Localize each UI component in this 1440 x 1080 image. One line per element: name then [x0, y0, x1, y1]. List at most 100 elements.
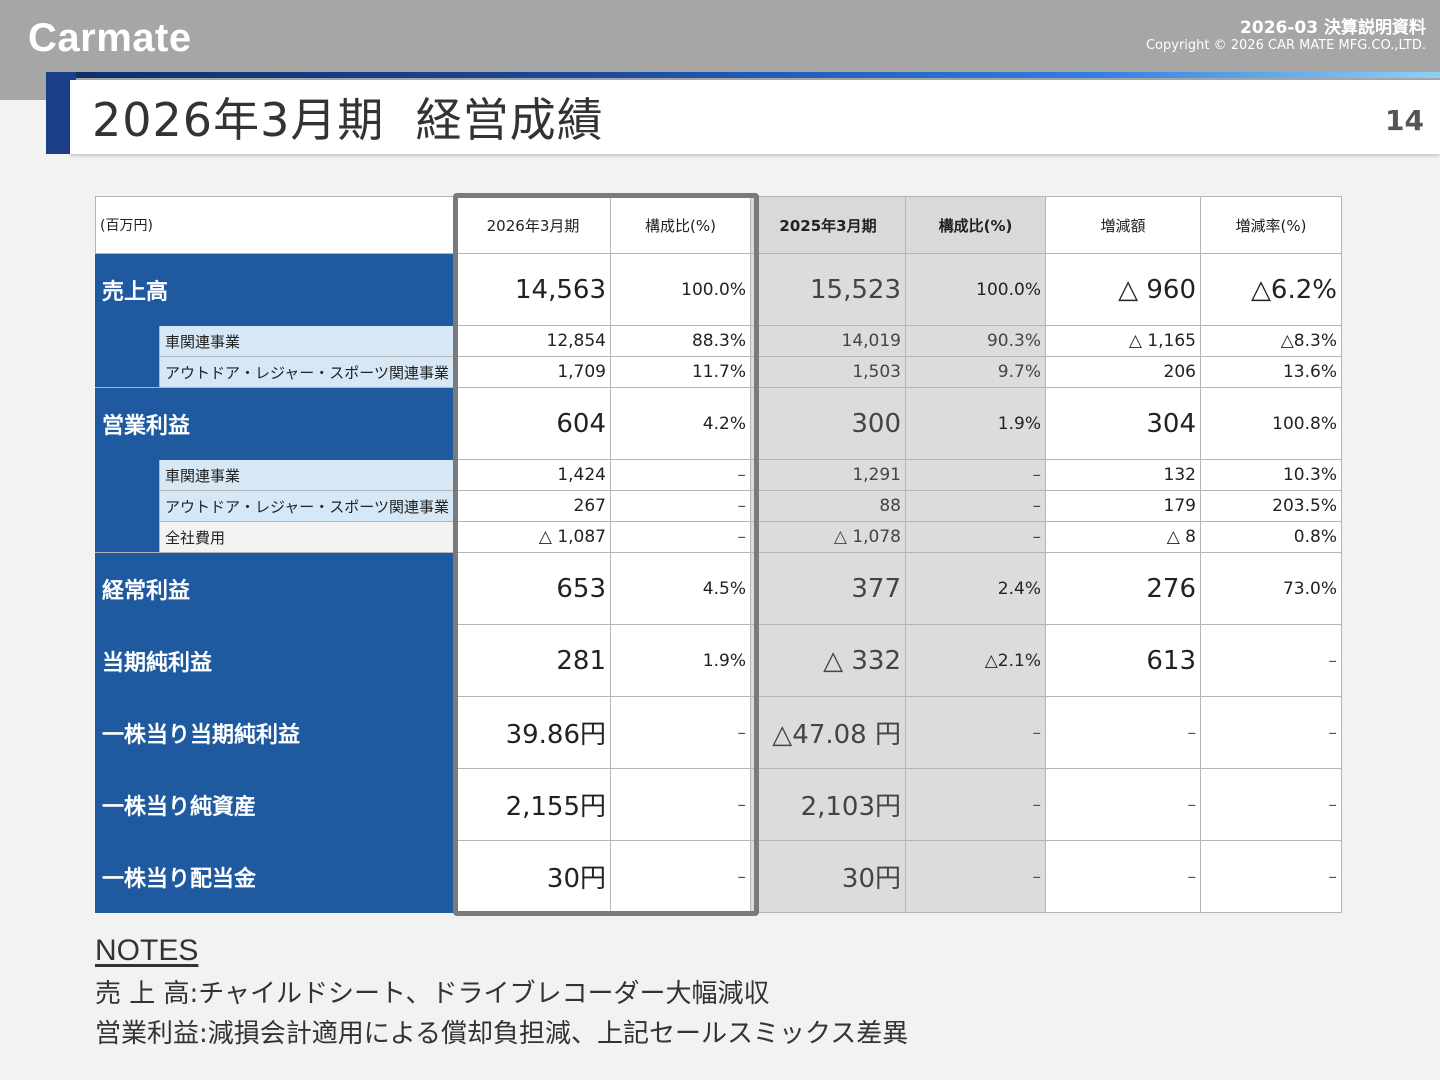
cell-current-ratio: –: [610, 521, 751, 553]
row-label: 当期純利益: [95, 624, 456, 697]
cell-current: 30円: [455, 840, 611, 913]
cell-difference: 132: [1045, 459, 1201, 491]
cell-previous-ratio: –: [905, 490, 1046, 522]
cell-previous: 15,523: [750, 253, 906, 326]
cell-previous: 2,103円: [750, 768, 906, 841]
header-info: 2026-03 決算説明資料 Copyright © 2026 CAR MATE…: [1146, 18, 1426, 54]
cell-previous-ratio: 9.7%: [905, 356, 1046, 388]
cell-current-ratio: 88.3%: [610, 325, 751, 357]
cell-current-ratio: 11.7%: [610, 356, 751, 388]
cell-current: 39.86円: [455, 696, 611, 769]
cell-previous-ratio: 100.0%: [905, 253, 1046, 326]
cell-previous-ratio: △2.1%: [905, 624, 1046, 697]
page-title: 2026年3月期 経営成績: [92, 93, 604, 147]
notes-section: NOTES 売 上 高:チャイルドシート、ドライブレコーダー大幅減収 営業利益:…: [95, 934, 908, 1054]
unit-label: (百万円): [95, 196, 456, 254]
note-sales: 売 上 高:チャイルドシート、ドライブレコーダー大幅減収: [95, 979, 770, 1009]
cell-current: 653: [455, 552, 611, 625]
cell-current: 604: [455, 387, 611, 460]
cell-change-rate: 73.0%: [1200, 552, 1342, 625]
cell-difference: 179: [1045, 490, 1201, 522]
row-label: 一株当り当期純利益: [95, 696, 456, 769]
col-current-ratio: 構成比(%): [610, 196, 751, 254]
row-label: 営業利益: [95, 387, 456, 460]
title-box: [70, 80, 1440, 154]
row-label: 一株当り純資産: [95, 768, 456, 841]
cell-difference: △ 960: [1045, 253, 1201, 326]
row-label: 一株当り配当金: [95, 840, 456, 913]
cell-change-rate: △8.3%: [1200, 325, 1342, 357]
col-difference: 増減額: [1045, 196, 1201, 254]
cell-previous-ratio: 1.9%: [905, 387, 1046, 460]
cell-previous-ratio: –: [905, 521, 1046, 553]
row-label: 車関連事業: [159, 325, 456, 357]
page-number: 14: [1385, 104, 1424, 137]
cell-change-rate: 13.6%: [1200, 356, 1342, 388]
col-change-rate: 増減率(%): [1200, 196, 1342, 254]
cell-difference: 304: [1045, 387, 1201, 460]
cell-current-ratio: 4.5%: [610, 552, 751, 625]
table-row-dps: 一株当り配当金 30円 – 30円 – – –: [95, 840, 1342, 913]
cell-change-rate: 100.8%: [1200, 387, 1342, 460]
cell-previous-ratio: –: [905, 840, 1046, 913]
col-previous-period: 2025年3月期: [750, 196, 906, 254]
cell-previous: 300: [750, 387, 906, 460]
cell-previous: 30円: [750, 840, 906, 913]
cell-previous-ratio: –: [905, 459, 1046, 491]
row-label: 売上高: [95, 253, 456, 326]
cell-current-ratio: 4.2%: [610, 387, 751, 460]
cell-current-ratio: –: [610, 459, 751, 491]
cell-current-ratio: 100.0%: [610, 253, 751, 326]
cell-change-rate: –: [1200, 840, 1342, 913]
cell-previous: 88: [750, 490, 906, 522]
cell-difference: 276: [1045, 552, 1201, 625]
note-operating-income: 営業利益:減損会計適用による償却負担減、上記セールスミックス差異: [95, 1019, 909, 1049]
cell-previous: △ 332: [750, 624, 906, 697]
col-previous-ratio: 構成比(%): [905, 196, 1046, 254]
table-row-sales: 売上高 14,563 100.0% 15,523 100.0% △ 960 △6…: [95, 253, 1342, 326]
spacer: [95, 325, 160, 357]
cell-current: 14,563: [455, 253, 611, 326]
row-label: 車関連事業: [159, 459, 456, 491]
cell-previous-ratio: 2.4%: [905, 552, 1046, 625]
cell-difference: –: [1045, 768, 1201, 841]
cell-current: 12,854: [455, 325, 611, 357]
cell-current: 281: [455, 624, 611, 697]
carmate-logo: Carmate: [28, 16, 192, 60]
spacer: [95, 356, 160, 388]
table-row-net-income: 当期純利益 281 1.9% △ 332 △2.1% 613 –: [95, 624, 1342, 697]
cell-previous-ratio: 90.3%: [905, 325, 1046, 357]
cell-previous: 1,503: [750, 356, 906, 388]
cell-change-rate: 203.5%: [1200, 490, 1342, 522]
copyright-text: Copyright © 2026 CAR MATE MFG.CO.,LTD.: [1145, 38, 1426, 53]
cell-previous: 377: [750, 552, 906, 625]
cell-current-ratio: –: [610, 490, 751, 522]
cell-current: 267: [455, 490, 611, 522]
cell-current: 1,424: [455, 459, 611, 491]
cell-difference: –: [1045, 840, 1201, 913]
cell-difference: 206: [1045, 356, 1201, 388]
spacer: [95, 490, 160, 522]
cell-difference: –: [1045, 696, 1201, 769]
notes-title: NOTES: [95, 934, 199, 967]
financial-results-table: (百万円) 2026年3月期 構成比(%) 2025年3月期 構成比(%) 増減…: [95, 196, 1342, 913]
cell-change-rate: 10.3%: [1200, 459, 1342, 491]
row-label: アウトドア・レジャー・スポーツ関連事業: [159, 490, 456, 522]
cell-change-rate: –: [1200, 624, 1342, 697]
table-row-bps: 一株当り純資産 2,155円 – 2,103円 – – –: [95, 768, 1342, 841]
table-row-op-outdoor: アウトドア・レジャー・スポーツ関連事業 267 – 88 – 179 203.5…: [95, 490, 1342, 522]
cell-difference: △ 1,165: [1045, 325, 1201, 357]
table-row-sales-outdoor: アウトドア・レジャー・スポーツ関連事業 1,709 11.7% 1,503 9.…: [95, 356, 1342, 388]
cell-previous: 1,291: [750, 459, 906, 491]
cell-previous: △ 1,078: [750, 521, 906, 553]
row-label: アウトドア・レジャー・スポーツ関連事業: [159, 356, 456, 388]
cell-difference: 613: [1045, 624, 1201, 697]
cell-previous: 14,019: [750, 325, 906, 357]
cell-current: 1,709: [455, 356, 611, 388]
cell-change-rate: 0.8%: [1200, 521, 1342, 553]
table-row-op-corporate: 全社費用 △ 1,087 – △ 1,078 – △ 8 0.8%: [95, 521, 1342, 553]
spacer: [95, 521, 160, 553]
row-label: 経常利益: [95, 552, 456, 625]
header-stripe: [46, 72, 1440, 78]
cell-current-ratio: –: [610, 768, 751, 841]
